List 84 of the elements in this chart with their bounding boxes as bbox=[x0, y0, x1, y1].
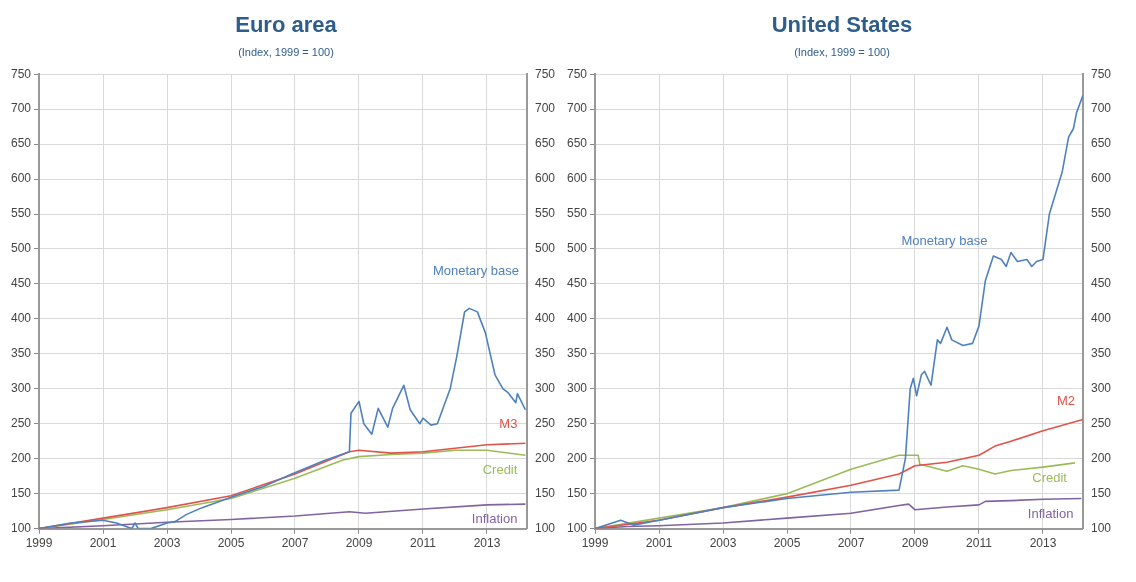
y2-tick-label: 550 bbox=[1090, 206, 1112, 221]
y2-tick-label: 150 bbox=[1090, 485, 1112, 500]
y-tick-label: 750 bbox=[10, 66, 32, 81]
series-label: Credit bbox=[482, 462, 518, 478]
x-tick-label: 1999 bbox=[581, 536, 609, 551]
y-tick-label: 500 bbox=[10, 241, 32, 256]
series-label: Inflation bbox=[1027, 505, 1074, 521]
y2-tick-label: 550 bbox=[534, 206, 556, 221]
y2-tick-label: 500 bbox=[534, 241, 556, 256]
y-tick-label: 650 bbox=[10, 136, 32, 151]
y2-tick-label: 300 bbox=[1090, 381, 1112, 396]
y2-tick-label: 750 bbox=[1090, 66, 1112, 81]
y2-tick-label: 500 bbox=[1090, 241, 1112, 256]
y2-tick-label: 750 bbox=[534, 66, 556, 81]
chart-title: Euro area bbox=[234, 12, 338, 38]
y-tick-label: 550 bbox=[10, 206, 32, 221]
x-tick-label: 2005 bbox=[773, 536, 801, 551]
y-tick-label: 700 bbox=[10, 101, 32, 116]
x-tick-label: 2005 bbox=[217, 536, 245, 551]
series-label: Inflation bbox=[471, 511, 518, 527]
y2-tick-label: 450 bbox=[534, 276, 556, 291]
y2-tick-label: 350 bbox=[1090, 346, 1112, 361]
series-label: Monetary base bbox=[901, 233, 988, 249]
x-tick-label: 2003 bbox=[709, 536, 737, 551]
y-tick-label: 400 bbox=[566, 311, 588, 326]
y-tick-label: 550 bbox=[566, 206, 588, 221]
x-tick-label: 1999 bbox=[25, 536, 53, 551]
y-tick-label: 100 bbox=[10, 520, 32, 535]
x-tick-label: 2007 bbox=[281, 536, 309, 551]
y2-tick-label: 200 bbox=[1090, 451, 1112, 465]
x-tick-label: 2007 bbox=[837, 536, 865, 551]
x-tick-label: 2003 bbox=[153, 536, 181, 551]
y2-tick-label: 100 bbox=[534, 520, 556, 535]
chart-subtitle: (Index, 1999 = 100) bbox=[793, 46, 891, 58]
y-tick-label: 200 bbox=[10, 451, 32, 465]
y2-tick-label: 700 bbox=[534, 101, 556, 116]
y-tick-label: 450 bbox=[10, 276, 32, 291]
y2-tick-label: 150 bbox=[534, 485, 556, 500]
y2-tick-label: 300 bbox=[534, 381, 556, 396]
y2-tick-label: 350 bbox=[534, 346, 556, 361]
y2-tick-label: 450 bbox=[1090, 276, 1112, 291]
x-tick-label: 2013 bbox=[473, 536, 501, 551]
y-tick-label: 600 bbox=[566, 171, 588, 186]
y-tick-label: 450 bbox=[566, 276, 588, 291]
x-tick-label: 2001 bbox=[645, 536, 673, 551]
x-tick-label: 2001 bbox=[89, 536, 117, 551]
y2-tick-label: 600 bbox=[534, 171, 556, 186]
y2-tick-label: 250 bbox=[1090, 416, 1112, 431]
y2-tick-label: 700 bbox=[1090, 101, 1112, 116]
series-label: M3 bbox=[499, 416, 518, 432]
chart-subtitle: (Index, 1999 = 100) bbox=[237, 46, 335, 58]
y-tick-label: 100 bbox=[566, 520, 588, 535]
y2-tick-label: 650 bbox=[534, 136, 556, 151]
x-tick-label: 2013 bbox=[1029, 536, 1057, 551]
y-tick-label: 750 bbox=[566, 66, 588, 81]
y-tick-label: 150 bbox=[10, 485, 32, 500]
y-tick-label: 700 bbox=[566, 101, 588, 116]
y-tick-label: 300 bbox=[10, 381, 32, 396]
y-tick-label: 150 bbox=[566, 485, 588, 500]
y-tick-label: 400 bbox=[10, 311, 32, 326]
chart-title: United States bbox=[770, 12, 914, 38]
y-tick-label: 600 bbox=[10, 171, 32, 186]
x-tick-label: 2011 bbox=[966, 536, 993, 551]
x-tick-label: 2011 bbox=[410, 536, 437, 551]
y-tick-label: 350 bbox=[566, 346, 588, 361]
y2-tick-label: 400 bbox=[534, 311, 556, 326]
x-tick-label: 2009 bbox=[901, 536, 929, 551]
y-tick-label: 200 bbox=[566, 451, 588, 465]
y2-tick-label: 600 bbox=[1090, 171, 1112, 186]
y2-tick-label: 400 bbox=[1090, 311, 1112, 326]
y-tick-label: 500 bbox=[566, 241, 588, 256]
y2-tick-label: 250 bbox=[534, 416, 556, 431]
y2-tick-label: 650 bbox=[1090, 136, 1112, 151]
series-label: Credit bbox=[1032, 469, 1068, 485]
y2-tick-label: 200 bbox=[534, 451, 556, 465]
y-tick-label: 250 bbox=[566, 416, 588, 431]
series-label: M2 bbox=[1056, 392, 1075, 408]
text: Monetary base bbox=[432, 263, 519, 279]
y-tick-label: 350 bbox=[10, 346, 32, 361]
y-tick-label: 250 bbox=[10, 416, 32, 431]
x-tick-label: 2009 bbox=[345, 536, 373, 551]
y2-tick-label: 100 bbox=[1090, 520, 1112, 535]
y-tick-label: 300 bbox=[566, 381, 588, 396]
y-tick-label: 650 bbox=[566, 136, 588, 151]
